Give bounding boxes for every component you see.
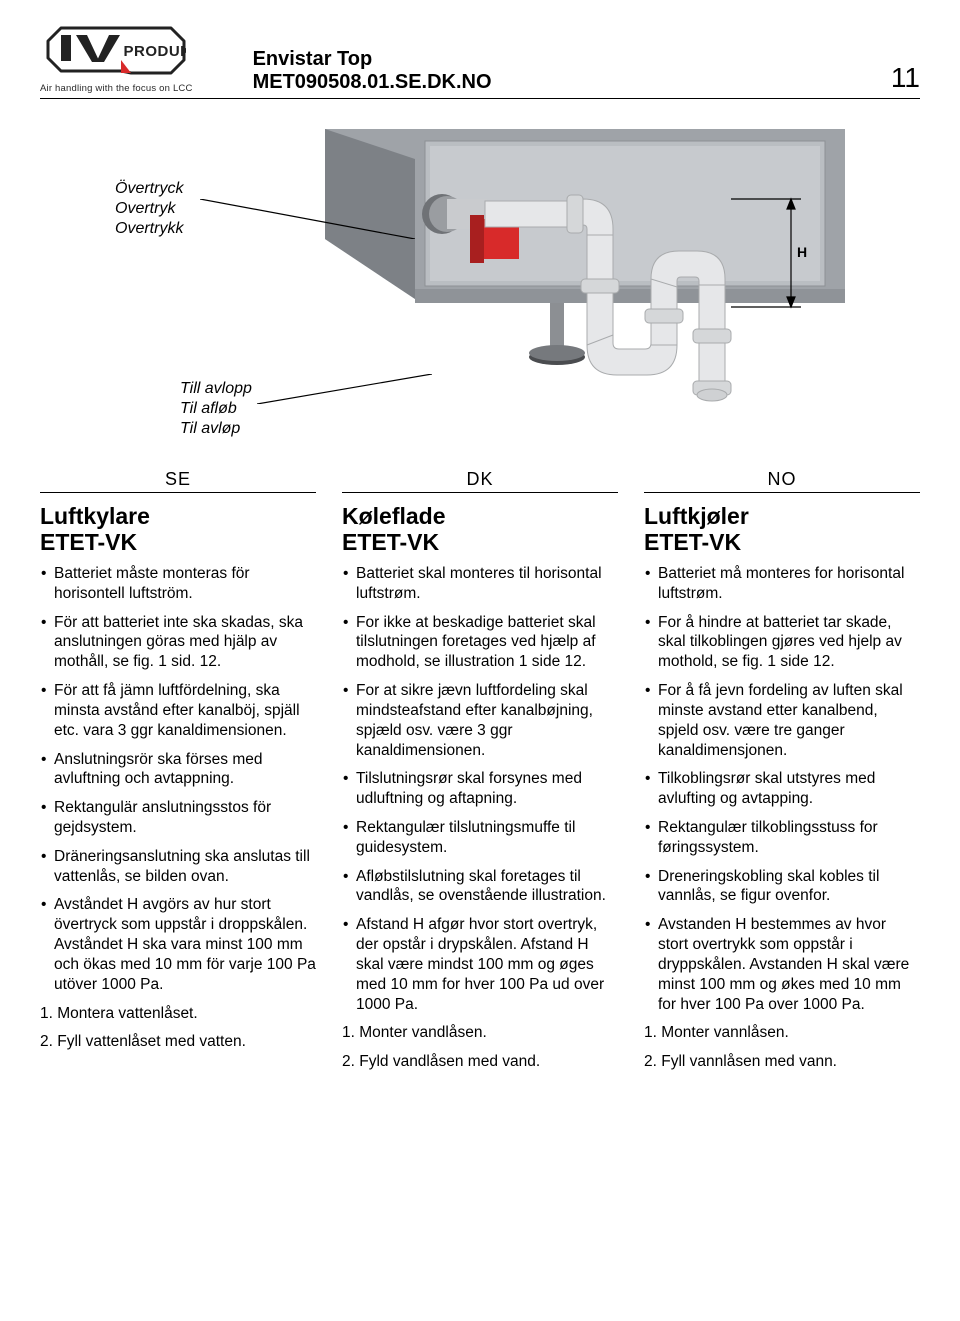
label-drain: Till avlopp Til afløb Til avløp (180, 379, 252, 439)
page: PRODUKT Air handling with the focus on L… (0, 0, 960, 1121)
label-overpressure-se: Övertryck (115, 179, 183, 199)
numbered-item: 2. Fyll vannlåsen med vann. (644, 1052, 920, 1072)
dimension-h-label: H (797, 244, 807, 260)
label-drain-dk: Til afløb (180, 399, 252, 419)
list-item: Tilkoblingsrør skal utstyres med avlufti… (644, 769, 920, 809)
column-se: SE Luftkylare ETET-VK Batteriet måste mo… (40, 469, 316, 1081)
language-columns: SE Luftkylare ETET-VK Batteriet måste mo… (40, 469, 920, 1081)
title-se: Luftkylare (40, 503, 150, 529)
model-se: ETET-VK (40, 529, 316, 555)
label-drain-no: Til avløp (180, 419, 252, 439)
lang-header-dk: DK (342, 469, 618, 493)
bullet-list-se: Batteriet måste monteras för horisontell… (40, 564, 316, 995)
title-no: Luftkjøler (644, 503, 749, 529)
list-item: Afstand H afgør hvor stort overtryk, der… (342, 915, 618, 1014)
list-item: Avståndet H avgörs av hur stort övertryc… (40, 895, 316, 994)
bullet-list-dk: Batteriet skal monteres til horisontal l… (342, 564, 618, 1015)
model-no: ETET-VK (644, 529, 920, 555)
list-item: Batteriet skal monteres til horisontal l… (342, 564, 618, 604)
numbered-item: 1. Monter vannlåsen. (644, 1023, 920, 1043)
doc-code: MET090508.01.SE.DK.NO (253, 71, 871, 94)
trap-diagram-icon: H (325, 129, 845, 429)
list-item: Rektangulær tilkoblingsstuss for førings… (644, 818, 920, 858)
figure-diagram: H (325, 129, 845, 429)
logo-icon: PRODUKT (46, 26, 186, 81)
list-item: För att batteriet inte ska skadas, ska a… (40, 613, 316, 672)
lang-header-no: NO (644, 469, 920, 493)
list-item: Rektangulär anslutningsstos för gejdsyst… (40, 798, 316, 838)
doc-titles: Envistar Top MET090508.01.SE.DK.NO (253, 48, 871, 94)
numbered-item: 2. Fyld vandlåsen med vand. (342, 1052, 618, 1072)
model-dk: ETET-VK (342, 529, 618, 555)
section-title-dk: Køleflade ETET-VK (342, 503, 618, 556)
column-dk: DK Køleflade ETET-VK Batteriet skal mont… (342, 469, 618, 1081)
list-item: För att få jämn luftfördelning, ska mins… (40, 681, 316, 740)
section-title-se: Luftkylare ETET-VK (40, 503, 316, 556)
list-item: For at sikre jævn luftfordeling skal min… (342, 681, 618, 760)
list-item: Batteriet måste monteras för horisontell… (40, 564, 316, 604)
numbered-item: 1. Monter vandlåsen. (342, 1023, 618, 1043)
title-dk: Køleflade (342, 503, 446, 529)
label-overpressure-no: Overtrykk (115, 219, 183, 239)
logo-block: PRODUKT Air handling with the focus on L… (40, 26, 193, 94)
section-title-no: Luftkjøler ETET-VK (644, 503, 920, 556)
numbered-item: 1. Montera vattenlåset. (40, 1004, 316, 1024)
list-item: Avstanden H bestemmes av hvor stort over… (644, 915, 920, 1014)
list-item: For å hindre at batteriet tar skade, ska… (644, 613, 920, 672)
column-no: NO Luftkjøler ETET-VK Batteriet må monte… (644, 469, 920, 1081)
numbered-item: 2. Fyll vattenlåset med vatten. (40, 1032, 316, 1052)
figure-area: Övertryck Overtryk Overtrykk (115, 129, 845, 429)
list-item: For ikke at beskadige batteriet skal til… (342, 613, 618, 672)
lang-header-se: SE (40, 469, 316, 493)
list-item: Afløbstilslutning skal foretages til van… (342, 867, 618, 907)
doc-title: Envistar Top (253, 48, 871, 71)
logo-brand-text: PRODUKT (124, 43, 187, 60)
label-overpressure: Övertryck Overtryk Overtrykk (115, 179, 183, 239)
list-item: Dreneringskobling skal kobles til vannlå… (644, 867, 920, 907)
list-item: For å få jevn fordeling av luften skal m… (644, 681, 920, 760)
page-header: PRODUKT Air handling with the focus on L… (40, 18, 920, 99)
page-number: 11 (891, 62, 920, 94)
list-item: Batteriet må monteres for horisontal luf… (644, 564, 920, 604)
bullet-list-no: Batteriet må monteres for horisontal luf… (644, 564, 920, 1015)
list-item: Tilslutningsrør skal forsynes med udluft… (342, 769, 618, 809)
logo-tagline: Air handling with the focus on LCC (40, 83, 193, 94)
list-item: Anslutningsrör ska förses med avluftning… (40, 750, 316, 790)
label-overpressure-dk: Overtryk (115, 199, 183, 219)
label-drain-se: Till avlopp (180, 379, 252, 399)
list-item: Dräneringsanslutning ska anslutas till v… (40, 847, 316, 887)
list-item: Rektangulær tilslutningsmuffe til guides… (342, 818, 618, 858)
